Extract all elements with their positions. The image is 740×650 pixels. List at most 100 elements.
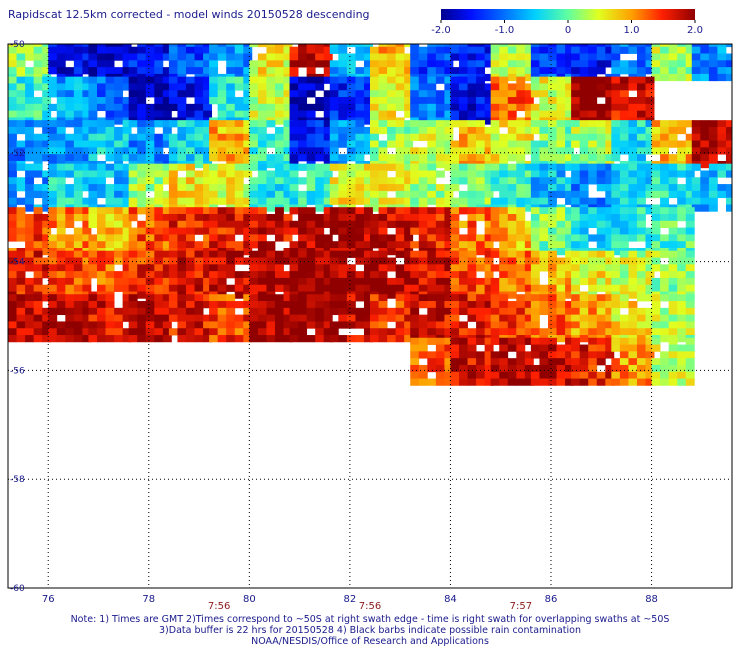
heatmap-cell bbox=[266, 335, 276, 343]
heatmap-cell bbox=[168, 257, 178, 265]
heatmap-cell bbox=[476, 103, 486, 112]
heatmap-cell bbox=[105, 126, 115, 135]
heatmap-cell bbox=[363, 250, 373, 258]
heatmap-cell bbox=[33, 60, 43, 68]
heatmap-cell bbox=[274, 321, 284, 329]
heatmap-cell bbox=[476, 67, 486, 75]
heatmap-cell bbox=[289, 110, 299, 118]
heatmap-cell bbox=[628, 371, 638, 379]
heatmap-cell bbox=[378, 44, 388, 48]
heatmap-cell bbox=[203, 90, 213, 98]
heatmap-cell bbox=[668, 358, 678, 366]
heatmap-cell bbox=[16, 214, 26, 222]
heatmap-cell bbox=[298, 133, 308, 141]
heatmap-cell bbox=[16, 271, 26, 279]
heatmap-cell bbox=[628, 190, 638, 199]
heatmap-cell bbox=[450, 76, 460, 84]
heatmap-cell bbox=[579, 241, 589, 249]
heatmap-cell bbox=[355, 177, 365, 185]
heatmap-cell bbox=[209, 220, 219, 228]
heatmap-cell bbox=[114, 328, 124, 336]
heatmap-cell bbox=[137, 271, 147, 279]
heatmap-cell bbox=[274, 67, 284, 75]
heatmap-cell bbox=[298, 301, 308, 309]
heatmap-cell bbox=[619, 147, 629, 155]
heatmap-cell bbox=[435, 190, 445, 199]
heatmap-cell bbox=[306, 44, 316, 48]
heatmap-cell bbox=[476, 321, 486, 329]
heatmap-cell bbox=[154, 264, 164, 272]
heatmap-cell bbox=[122, 97, 132, 105]
heatmap-cell bbox=[410, 378, 420, 386]
heatmap-cell bbox=[605, 44, 615, 48]
heatmap-cell bbox=[194, 60, 204, 68]
heatmap-cell bbox=[499, 371, 509, 379]
heatmap-cell bbox=[636, 103, 646, 112]
heatmap-cell bbox=[56, 103, 66, 112]
heatmap-cell bbox=[257, 60, 267, 68]
heatmap-cell bbox=[450, 344, 460, 352]
heatmap-cell bbox=[556, 120, 566, 128]
heatmap-cell bbox=[73, 301, 83, 309]
heatmap-cell bbox=[547, 83, 557, 91]
heatmap-cell bbox=[565, 53, 575, 61]
heatmap-cell bbox=[685, 241, 695, 249]
heatmap-cell bbox=[395, 301, 405, 309]
heatmap-cell bbox=[114, 110, 124, 118]
heatmap-cell bbox=[82, 154, 92, 162]
heatmap-cell bbox=[444, 351, 454, 359]
heatmap-cell bbox=[516, 314, 526, 322]
heatmap-cell bbox=[128, 197, 138, 205]
heatmap-cell bbox=[524, 358, 534, 366]
heatmap-cell bbox=[274, 177, 284, 185]
heatmap-cell bbox=[82, 44, 92, 48]
heatmap-cell bbox=[507, 214, 517, 222]
heatmap-cell bbox=[539, 364, 549, 373]
heatmap-cell bbox=[266, 284, 276, 292]
heatmap-cell bbox=[48, 120, 58, 128]
heatmap-cell bbox=[234, 214, 244, 222]
heatmap-cell bbox=[257, 227, 267, 235]
heatmap-cell bbox=[329, 90, 339, 98]
heatmap-cell bbox=[96, 250, 106, 258]
heatmap-cell bbox=[56, 76, 66, 84]
heatmap-cell bbox=[122, 190, 132, 199]
heatmap-cell bbox=[329, 126, 339, 135]
footer-notes: Note: 1) Times are GMT 2)Times correspon… bbox=[0, 614, 740, 647]
heatmap-cell bbox=[298, 46, 308, 54]
heatmap-cell bbox=[203, 170, 213, 178]
heatmap-cell bbox=[185, 60, 195, 68]
heatmap-cell bbox=[96, 284, 106, 292]
heatmap-cell bbox=[315, 33, 324, 40]
heatmap-cell bbox=[435, 197, 445, 205]
heatmap-cell bbox=[274, 97, 284, 105]
heatmap-cell bbox=[547, 147, 557, 155]
heatmap-cell bbox=[444, 46, 454, 54]
heatmap-cell bbox=[450, 184, 460, 192]
heatmap-cell bbox=[168, 140, 178, 148]
heatmap-cell bbox=[168, 294, 178, 302]
heatmap-cell bbox=[162, 83, 172, 91]
heatmap-cell bbox=[444, 184, 454, 192]
heatmap-cell bbox=[556, 335, 566, 343]
heatmap-cell bbox=[346, 277, 356, 286]
heatmap-cell bbox=[395, 76, 405, 84]
heatmap-cell bbox=[700, 73, 710, 82]
heatmap-cell bbox=[283, 204, 293, 212]
heatmap-cell bbox=[484, 358, 494, 366]
heatmap-cell bbox=[677, 154, 687, 162]
heatmap-cell bbox=[685, 277, 695, 286]
heatmap-cell bbox=[137, 257, 147, 265]
heatmap-cell bbox=[88, 214, 98, 222]
heatmap-cell bbox=[226, 328, 236, 336]
heatmap-cell bbox=[249, 257, 259, 265]
heatmap-cell bbox=[234, 241, 244, 249]
heatmap-cell bbox=[507, 264, 517, 272]
heatmap-cell bbox=[530, 103, 540, 112]
heatmap-cell bbox=[42, 314, 52, 322]
heatmap-cell bbox=[88, 110, 98, 118]
heatmap-cell bbox=[137, 140, 147, 148]
heatmap-cell bbox=[249, 147, 259, 155]
heatmap-cell bbox=[579, 227, 589, 235]
heatmap-cell bbox=[636, 67, 646, 75]
